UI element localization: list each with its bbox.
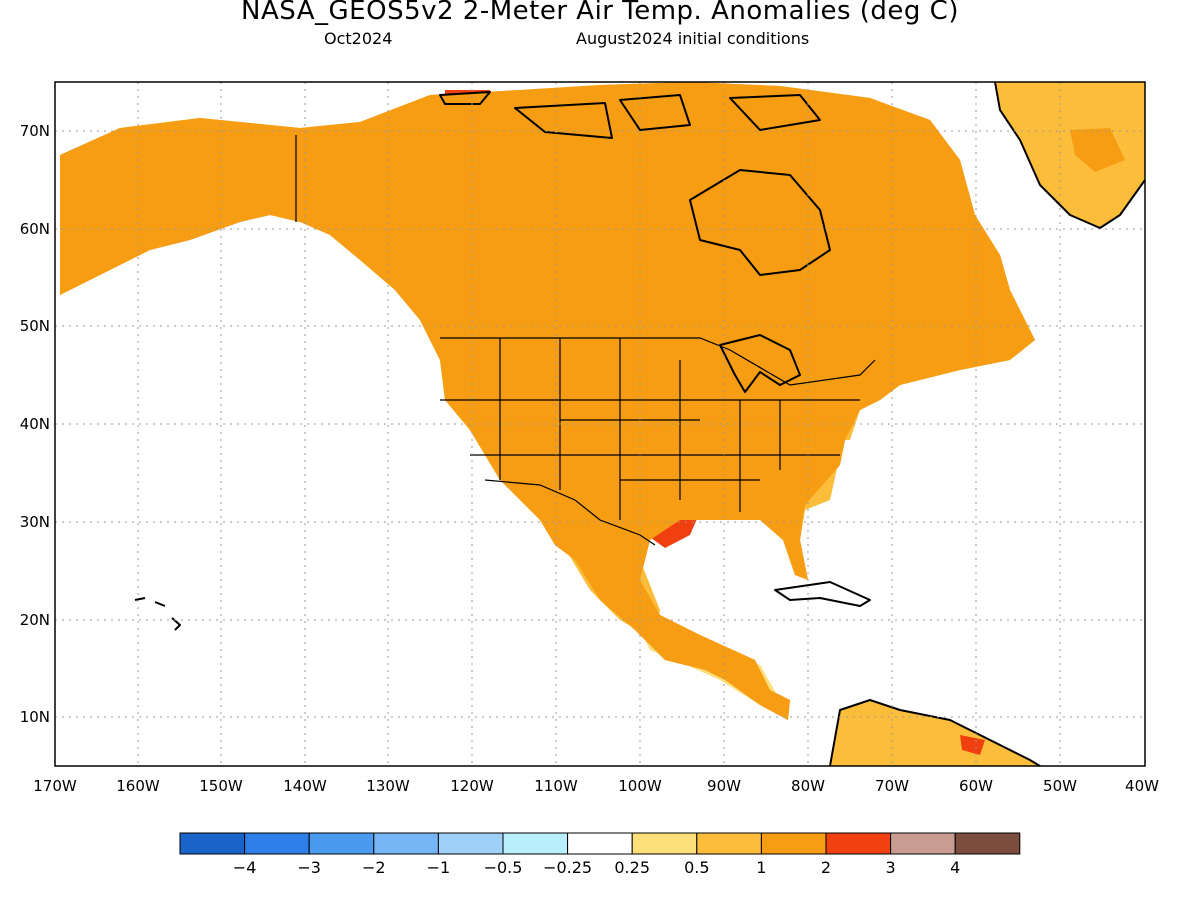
lon-label: 140W: [283, 777, 327, 795]
lon-label: 150W: [199, 777, 243, 795]
colorbar-label: −4: [233, 858, 257, 877]
colorbar-swatch: [890, 832, 956, 855]
colorbar-swatch: [179, 832, 246, 855]
colorbar-swatch: [760, 832, 827, 855]
lat-label: 70N: [20, 122, 50, 140]
colorbar-label: 1: [756, 858, 766, 877]
map-title: NASA_GEOS5v2 2-Meter Air Temp. Anomalies…: [241, 0, 959, 26]
colorbar-label: −0.25: [543, 858, 592, 877]
colorbar-label: 4: [950, 858, 960, 877]
lon-label: 120W: [450, 777, 494, 795]
map-field: [59, 82, 1145, 766]
colorbar-label: −1: [427, 858, 451, 877]
lon-label: 80W: [791, 777, 825, 795]
lon-label: 40W: [1125, 777, 1159, 795]
lon-label: 160W: [116, 777, 160, 795]
south-america-landmass: [830, 700, 1040, 766]
us-state-borders: [440, 338, 860, 520]
hudson-bay-coastline: [689, 169, 831, 276]
valid-month-label: Oct2024: [324, 29, 393, 48]
cuba-coastline: [774, 581, 871, 607]
us-mexico-border: [484, 479, 656, 546]
lon-label: 70W: [875, 777, 909, 795]
great-lakes-coastline: [719, 334, 801, 393]
us-canada-border: [440, 337, 876, 386]
south-america-coastline: [829, 699, 1041, 766]
colorbar-swatch: [437, 832, 504, 855]
colorbar-label: −3: [297, 858, 321, 877]
initial-conditions-label: August2024 initial conditions: [576, 29, 810, 48]
colorbar-swatch: [567, 832, 633, 855]
colorbar-swatch: [696, 832, 762, 855]
longitude-axis: 170W 160W 150W 140W 130W 120W 110W 100W …: [33, 777, 1159, 795]
colorbar-swatch: [631, 832, 698, 855]
colorbar-label: −2: [362, 858, 386, 877]
colorbar-label: 0.5: [684, 858, 709, 877]
map-frame: [54, 81, 1146, 767]
lat-label: 40N: [20, 415, 50, 433]
greenland-coastline: [994, 82, 1145, 229]
lon-label: 110W: [534, 777, 578, 795]
colorbar-label: 3: [886, 858, 896, 877]
colorbar-swatch: [244, 832, 310, 855]
latitude-axis: 70N 60N 50N 40N 30N 20N 10N: [20, 122, 50, 726]
anomaly-patch-venezuela: [960, 735, 985, 755]
colorbar-swatch: [373, 832, 439, 855]
colorbar: −4 −3 −2 −1 −0.5 −0.25 0.25 0.5 1 2 3 4: [179, 832, 1021, 877]
lat-label: 10N: [20, 708, 50, 726]
colorbar-swatch: [954, 832, 1021, 855]
colorbar-label: 2: [821, 858, 831, 877]
lat-label: 30N: [20, 513, 50, 531]
graticule: [55, 82, 1145, 766]
greenland-landmass: [995, 82, 1145, 228]
hawaii-islands: [134, 597, 181, 631]
colorbar-swatch: [308, 832, 375, 855]
lat-label: 50N: [20, 317, 50, 335]
lon-label: 170W: [33, 777, 77, 795]
lon-label: 60W: [959, 777, 993, 795]
lat-label: 20N: [20, 611, 50, 629]
colorbar-swatch: [502, 832, 569, 855]
lon-label: 90W: [707, 777, 741, 795]
anomaly-zone-greenland-warm: [1070, 128, 1125, 172]
colorbar-label: 0.25: [614, 858, 650, 877]
arctic-islands-coastline: [439, 91, 821, 139]
lon-label: 100W: [618, 777, 662, 795]
lon-label: 50W: [1043, 777, 1077, 795]
colorbar-swatch: [825, 832, 892, 855]
colorbar-label: −0.5: [484, 858, 523, 877]
cuba-landmass: [775, 582, 870, 606]
lon-label: 130W: [366, 777, 410, 795]
lat-label: 60N: [20, 220, 50, 238]
